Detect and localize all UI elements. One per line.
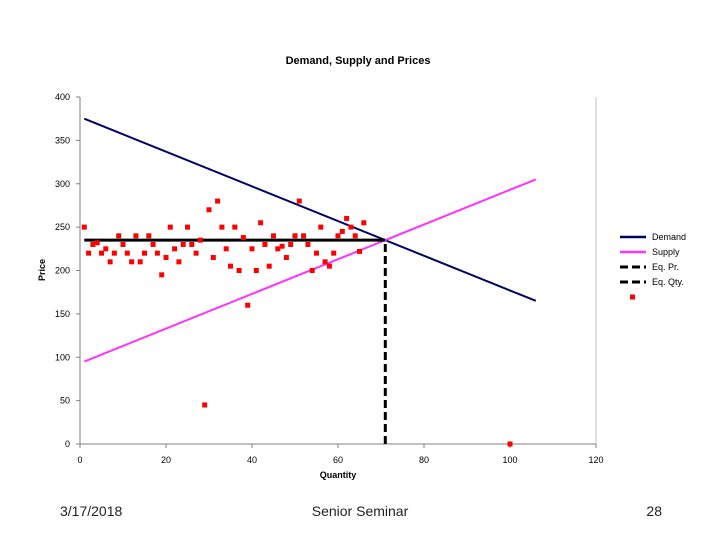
scatter-point: [137, 259, 143, 265]
scatter-point: [189, 241, 195, 247]
scatter-point: [271, 233, 276, 239]
scatter-point: [236, 268, 242, 273]
y-axis-label: Price: [37, 259, 47, 281]
legend-label: Eq. Qty.: [652, 277, 684, 287]
x-tick-label: 100: [502, 455, 517, 465]
scatter-point: [219, 224, 225, 230]
scatter-point: [163, 254, 169, 260]
scatter-point: [305, 241, 311, 247]
scatter-point: [296, 198, 302, 204]
scatter-point: [314, 250, 319, 256]
chart-title: Demand, Supply and Prices: [286, 55, 431, 67]
scatter-point: [279, 243, 285, 249]
y-tick-label: 350: [55, 135, 70, 145]
scatter-point: [309, 268, 315, 273]
scatter-point: [258, 220, 264, 226]
scatter-point: [206, 207, 212, 213]
legend-swatch-points: [630, 294, 635, 300]
scatter-point: [150, 241, 156, 247]
scatter-point: [245, 302, 251, 308]
scatter-point: [120, 241, 126, 247]
scatter-point: [94, 240, 100, 246]
footer-date: 3/17/2018: [60, 503, 123, 519]
scatter-point: [253, 268, 259, 273]
scatter-point: [180, 241, 186, 247]
scatter-point: [90, 241, 96, 247]
scatter-point: [146, 233, 152, 239]
scatter-point: [167, 224, 173, 230]
y-tick-label: 200: [55, 266, 70, 276]
scatter-point: [81, 224, 87, 230]
scatter-point: [154, 250, 160, 256]
x-tick-label: 40: [247, 455, 257, 465]
scatter-point: [275, 246, 281, 252]
x-tick-label: 0: [77, 455, 82, 465]
scatter-point: [357, 248, 362, 254]
scatter-point: [344, 215, 350, 221]
scatter-point: [335, 233, 341, 239]
scatter-point: [202, 402, 208, 408]
scatter-point: [129, 259, 135, 265]
y-tick-label: 0: [65, 439, 70, 449]
scatter-point: [348, 224, 354, 230]
y-tick-label: 50: [60, 396, 70, 406]
scatter-point: [159, 272, 165, 278]
x-tick-label: 20: [161, 455, 171, 465]
scatter-point: [228, 263, 233, 269]
y-tick-label: 150: [55, 309, 70, 319]
scatter-point: [507, 441, 513, 447]
legend-label: Eq. Pr.: [652, 262, 679, 272]
scatter-point: [361, 220, 367, 226]
chart: Demand, Supply and Prices050100150200250…: [37, 55, 686, 480]
scatter-point: [172, 246, 178, 252]
scatter-point: [142, 250, 147, 256]
scatter-point: [116, 233, 122, 239]
y-tick-label: 100: [55, 352, 70, 362]
scatter-point: [288, 241, 294, 247]
scatter-point: [331, 250, 337, 256]
scatter-point: [86, 250, 92, 256]
scatter-point: [326, 263, 332, 269]
y-tick-label: 300: [55, 179, 70, 189]
scatter-point: [240, 235, 246, 241]
scatter-point: [322, 259, 328, 265]
x-tick-label: 60: [333, 455, 343, 465]
legend-label: Demand: [652, 232, 686, 242]
scatter-point: [292, 233, 298, 239]
scatter-point: [133, 233, 139, 239]
scatter-point: [283, 254, 289, 260]
scatter-point: [262, 241, 268, 247]
scatter-point: [107, 259, 113, 265]
x-tick-label: 120: [588, 455, 603, 465]
scatter-point: [176, 259, 182, 265]
y-tick-label: 250: [55, 222, 70, 232]
scatter-point: [249, 246, 255, 252]
scatter-point: [232, 224, 238, 230]
scatter-point: [111, 250, 117, 256]
scatter-point: [301, 233, 307, 239]
scatter-point: [339, 228, 345, 234]
footer-page-number: 28: [646, 503, 662, 519]
scatter-point: [103, 246, 109, 252]
scatter-point: [185, 224, 190, 230]
scatter-point: [318, 224, 324, 230]
scatter-point: [193, 250, 199, 256]
scatter-point: [99, 250, 104, 256]
legend-label: Supply: [652, 247, 680, 257]
scatter-point: [223, 246, 229, 252]
scatter-point: [210, 254, 216, 260]
scatter-point: [197, 237, 203, 243]
scatter-point: [124, 250, 130, 256]
scatter-point: [352, 233, 358, 239]
y-tick-label: 400: [55, 92, 70, 102]
scatter-point: [215, 198, 221, 204]
series-line-demand: [83, 117, 537, 302]
x-tick-label: 80: [419, 455, 429, 465]
scatter-point: [266, 263, 272, 269]
x-axis-label: Quantity: [320, 470, 357, 480]
footer-title: Senior Seminar: [311, 503, 409, 519]
